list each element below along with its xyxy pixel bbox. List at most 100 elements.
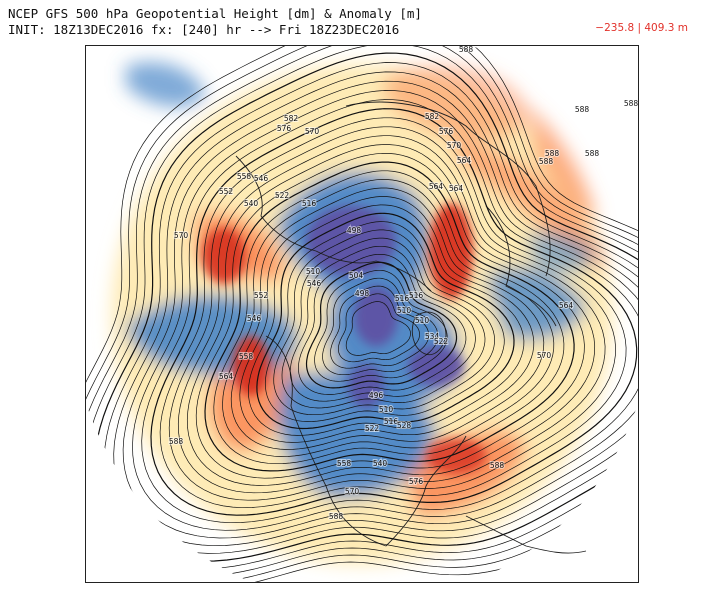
contour-label: 588 [459, 46, 474, 54]
contour-label: 558 [237, 172, 252, 181]
contour-label: 522 [434, 337, 449, 346]
contour-label: 516 [384, 417, 399, 426]
contour-label: 564 [559, 301, 574, 310]
contour-label: 564 [429, 182, 444, 191]
height-contour [132, 90, 638, 531]
height-contour [273, 229, 495, 416]
contour-label: 552 [254, 291, 269, 300]
contour-label: 588 [329, 512, 344, 521]
contour-label: 528 [397, 421, 412, 430]
strong-neg-core-baffin [348, 364, 384, 408]
contour-label: 516 [395, 294, 410, 303]
contour-label: 582 [425, 112, 440, 121]
strong-neg-core-polar [354, 286, 398, 346]
height-contour [345, 301, 411, 356]
contour-label: 576 [439, 127, 454, 136]
strong-pos-core-alaska [233, 336, 269, 396]
contour-label: 570 [447, 141, 462, 150]
contour-label: 558 [337, 459, 352, 468]
contour-label: 498 [347, 226, 362, 235]
coastline-greenland [411, 311, 447, 356]
height-contour [256, 212, 515, 430]
height-contour [86, 46, 638, 582]
contour-label: 576 [409, 477, 424, 486]
contour-label: 588 [490, 461, 505, 470]
contour-label: 546 [307, 279, 322, 288]
coastline-north-america-east [385, 435, 467, 547]
height-contours [86, 46, 638, 582]
height-contour [94, 52, 638, 562]
coastlines [235, 101, 587, 554]
contour-label: 510 [415, 316, 430, 325]
contour-label: 540 [244, 199, 259, 208]
contour-label: 564 [219, 372, 234, 381]
coastline-east-asia [235, 155, 317, 252]
contour-label: 570 [174, 231, 189, 240]
contour-label: 522 [365, 424, 380, 433]
contour-label: 588 [624, 99, 638, 108]
neg-anomaly-north-pacific-corner [126, 62, 206, 107]
height-contour [195, 153, 585, 479]
height-contour [168, 126, 616, 501]
height-contour [281, 237, 486, 409]
contour-label: 510 [379, 405, 394, 414]
coastline-north-america-west [265, 335, 387, 547]
strong-neg-core-siberia [306, 206, 396, 276]
height-contour [86, 46, 638, 570]
chart-title: NCEP GFS 500 hPa Geopotential Height [dm… [8, 6, 422, 38]
contour-label: 570 [305, 127, 320, 136]
anomaly-range-readout: −235.8 | 409.3 m [595, 22, 688, 34]
contour-label: 588 [575, 105, 590, 114]
height-contour [150, 108, 638, 516]
contour-label: 546 [254, 174, 269, 183]
contour-label: 496 [369, 391, 384, 400]
contour-label: 498 [355, 289, 370, 298]
contour-label: 504 [349, 271, 364, 280]
contour-label: 522 [275, 191, 290, 200]
height-contour [159, 117, 627, 509]
contour-label: 588 [539, 157, 554, 166]
height-contour [338, 293, 420, 363]
contour-label: 576 [277, 124, 292, 133]
height-contour [322, 277, 439, 376]
coastline-europe [485, 205, 557, 327]
neg-anomaly-east-asia [486, 267, 586, 340]
height-contour [298, 253, 467, 395]
coastline-eurasia [345, 101, 551, 277]
height-contour [122, 80, 638, 539]
contour-label: 570 [537, 351, 552, 360]
height-contour [177, 135, 606, 494]
strong-anomaly-cores [202, 203, 486, 474]
map-frame: 588 588 588 582 576 570 588 582 576 570 564 552 558 5… [85, 45, 639, 583]
contour-label: 516 [409, 291, 424, 300]
contour-label: 510 [397, 306, 412, 315]
contour-label: 558 [239, 352, 254, 361]
coastline-arctic [315, 250, 432, 292]
height-contour [330, 285, 430, 369]
height-contour [305, 261, 458, 389]
contour-label: 516 [302, 199, 317, 208]
height-contour [264, 221, 505, 422]
height-contour [141, 99, 638, 524]
contour-label: 582 [284, 114, 299, 123]
height-contour [230, 187, 545, 450]
contour-label: 588 [585, 149, 600, 158]
neg-anomaly-north-america [278, 372, 436, 498]
height-contour [239, 196, 535, 443]
title-line-2: INIT: 18Z13DEC2016 fx: [240] hr --> Fri … [8, 22, 400, 37]
height-contour [113, 71, 638, 547]
pos-anomaly-north [384, 66, 528, 140]
height-contour [186, 144, 596, 486]
title-line-1: NCEP GFS 500 hPa Geopotential Height [dm… [8, 6, 422, 21]
contour-label: 534 [425, 332, 440, 341]
contour-label: 570 [345, 487, 360, 496]
height-contour [222, 179, 555, 457]
height-contour [213, 170, 565, 465]
height-contour [248, 204, 525, 436]
pos-anomaly-east-atlantic [526, 106, 596, 218]
contour-label: 588 [169, 437, 184, 446]
contour-label: 540 [373, 459, 388, 468]
contour-label: 564 [457, 156, 472, 165]
